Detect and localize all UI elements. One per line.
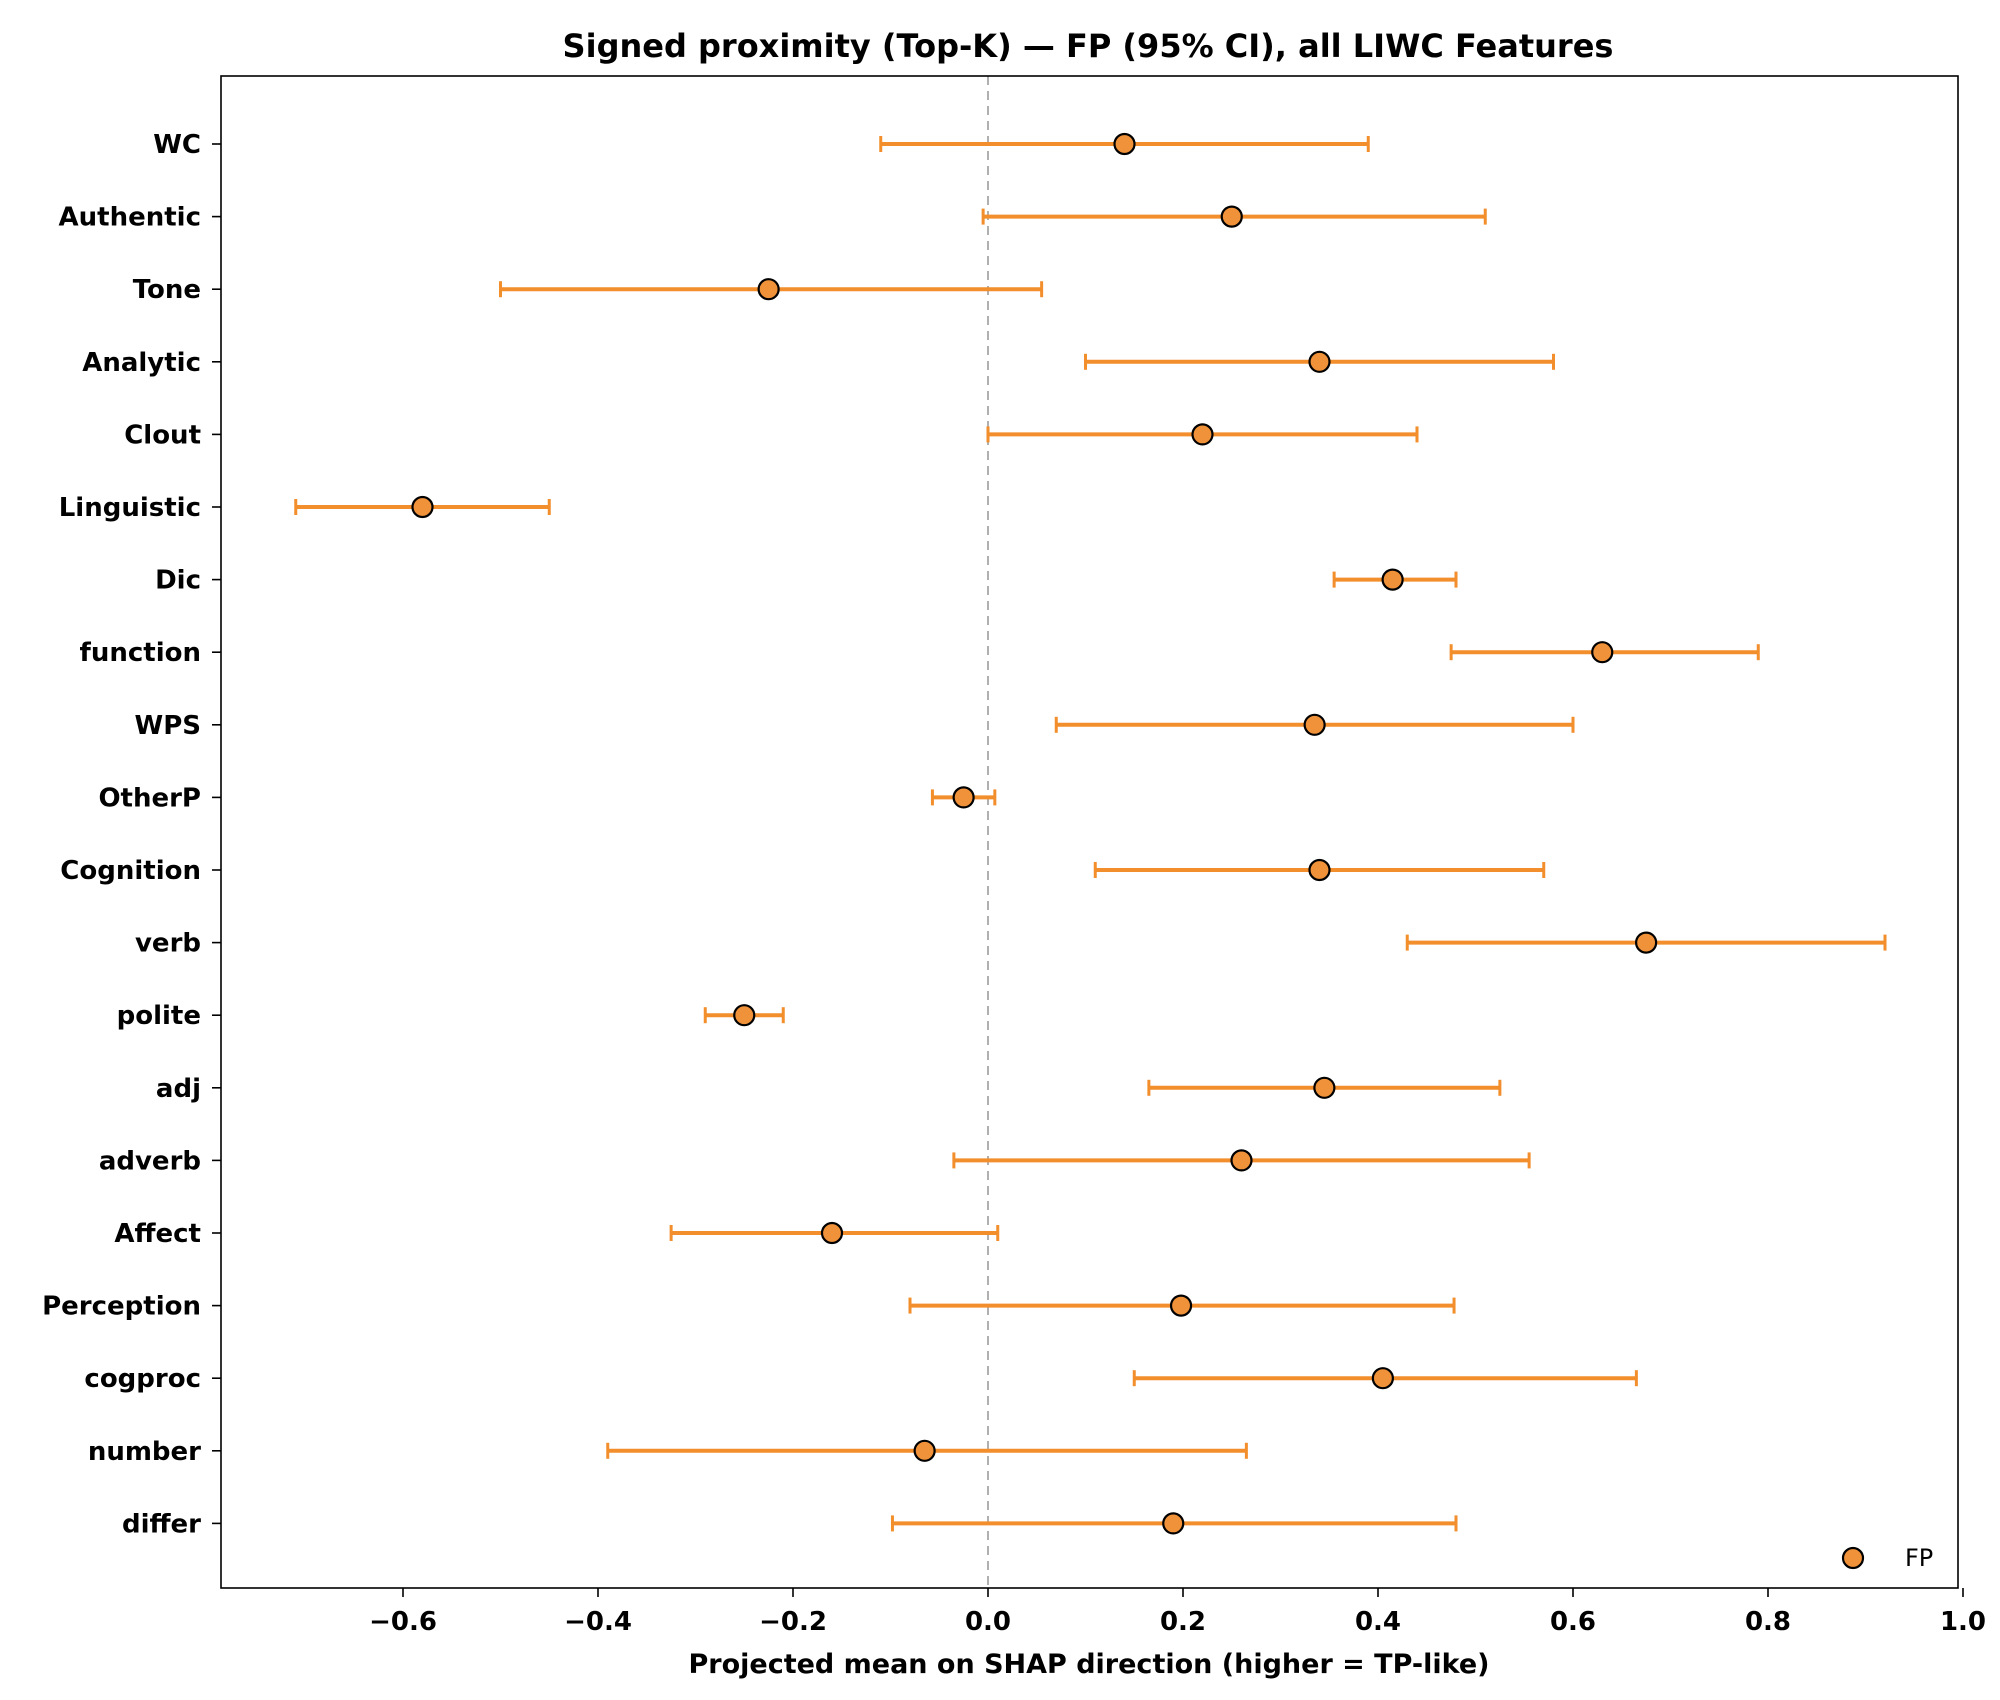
x-tick-label: 1.0	[1940, 1607, 1986, 1637]
y-tick-label: Linguistic	[59, 493, 201, 523]
data-point	[757, 278, 780, 301]
data-point	[1113, 132, 1136, 156]
data-point	[1308, 858, 1331, 882]
y-tick-label: Analytic	[82, 348, 201, 378]
data-point	[411, 495, 434, 519]
y-tick-label: function	[80, 638, 201, 668]
data-point	[1220, 205, 1243, 228]
y-tick-label: verb	[135, 929, 201, 959]
y-tick-label: differ	[122, 1509, 201, 1539]
data-point-group	[1405, 931, 1887, 954]
data-point-group	[981, 205, 1487, 228]
data-point-group	[1332, 568, 1458, 591]
data-point	[1191, 423, 1214, 446]
y-tick-label: Perception	[42, 1292, 201, 1322]
data-point-group	[879, 132, 1370, 156]
legend-label: FP	[1905, 1544, 1933, 1572]
data-point	[1591, 641, 1614, 664]
data-point-group	[499, 278, 1044, 301]
x-axis-label: Projected mean on SHAP direction (higher…	[688, 1649, 1489, 1680]
y-tick-label: cogproc	[84, 1364, 201, 1394]
plot-frame	[220, 75, 1959, 1589]
data-point	[1381, 568, 1404, 591]
data-point-group	[986, 423, 1419, 446]
y-tick-label: Cognition	[60, 856, 201, 886]
data-point	[913, 1439, 936, 1462]
x-tick-label: −0.4	[564, 1607, 632, 1637]
data-point-group	[1093, 858, 1546, 882]
data-point-group	[669, 1221, 1000, 1245]
y-tick-label: Authentic	[59, 203, 201, 233]
y-tick-label: WPS	[135, 711, 201, 741]
x-tick-label: 0.2	[1160, 1607, 1206, 1637]
data-point	[820, 1221, 844, 1245]
data-point	[733, 1004, 756, 1027]
data-point-group	[930, 786, 997, 809]
data-point	[1169, 1294, 1193, 1317]
x-tick-label: 0.6	[1550, 1607, 1596, 1637]
x-axis: −0.6 −0.4 −0.2 0.0 0.2 0.4 0.6 0.8 1.0	[369, 1588, 1986, 1637]
data-point-group	[1449, 641, 1760, 664]
data-point-group	[1084, 350, 1555, 373]
data-point	[952, 786, 975, 809]
data-point-group	[1147, 1076, 1502, 1099]
data-point	[1308, 350, 1331, 373]
y-tick-label: OtherP	[98, 783, 201, 813]
x-tick-label: −0.6	[369, 1607, 437, 1637]
y-tick-label: Dic	[155, 566, 201, 596]
data-point-group	[1132, 1367, 1638, 1390]
data-point	[1313, 1076, 1336, 1099]
y-tick-label: adverb	[99, 1146, 201, 1176]
x-tick-label: −0.2	[759, 1607, 827, 1637]
legend-marker	[1841, 1546, 1865, 1570]
y-tick-label: adj	[156, 1074, 201, 1104]
y-tick-label: polite	[117, 1001, 201, 1031]
data-point-group	[890, 1512, 1458, 1535]
y-tick-label: number	[88, 1437, 201, 1467]
y-tick-label: WC	[153, 130, 201, 160]
data-point	[1303, 713, 1326, 736]
x-tick-label: 0.0	[965, 1607, 1011, 1637]
x-tick-label: 0.8	[1745, 1607, 1791, 1637]
series-layer	[294, 132, 1887, 1535]
y-tick-label: Clout	[124, 420, 201, 450]
y-tick-label: Affect	[114, 1219, 201, 1249]
data-point-group	[703, 1004, 785, 1027]
chart-title: Signed proximity (Top-K) — FP (95% CI), …	[563, 27, 1614, 65]
data-point	[1162, 1512, 1185, 1535]
y-axis: WC Authentic Tone Analytic Clout Linguistic Di…	[42, 130, 221, 1539]
data-point-group	[1054, 713, 1575, 736]
data-point-group	[606, 1439, 1248, 1462]
data-point-group	[952, 1149, 1531, 1172]
data-point	[1635, 931, 1658, 954]
legend: FP	[1841, 1544, 1933, 1572]
data-point	[1371, 1367, 1394, 1390]
data-point-group	[294, 495, 551, 519]
x-tick-label: 0.4	[1355, 1607, 1401, 1637]
y-tick-label: Tone	[133, 275, 201, 305]
data-point-group	[908, 1294, 1456, 1317]
data-point	[1230, 1149, 1253, 1172]
